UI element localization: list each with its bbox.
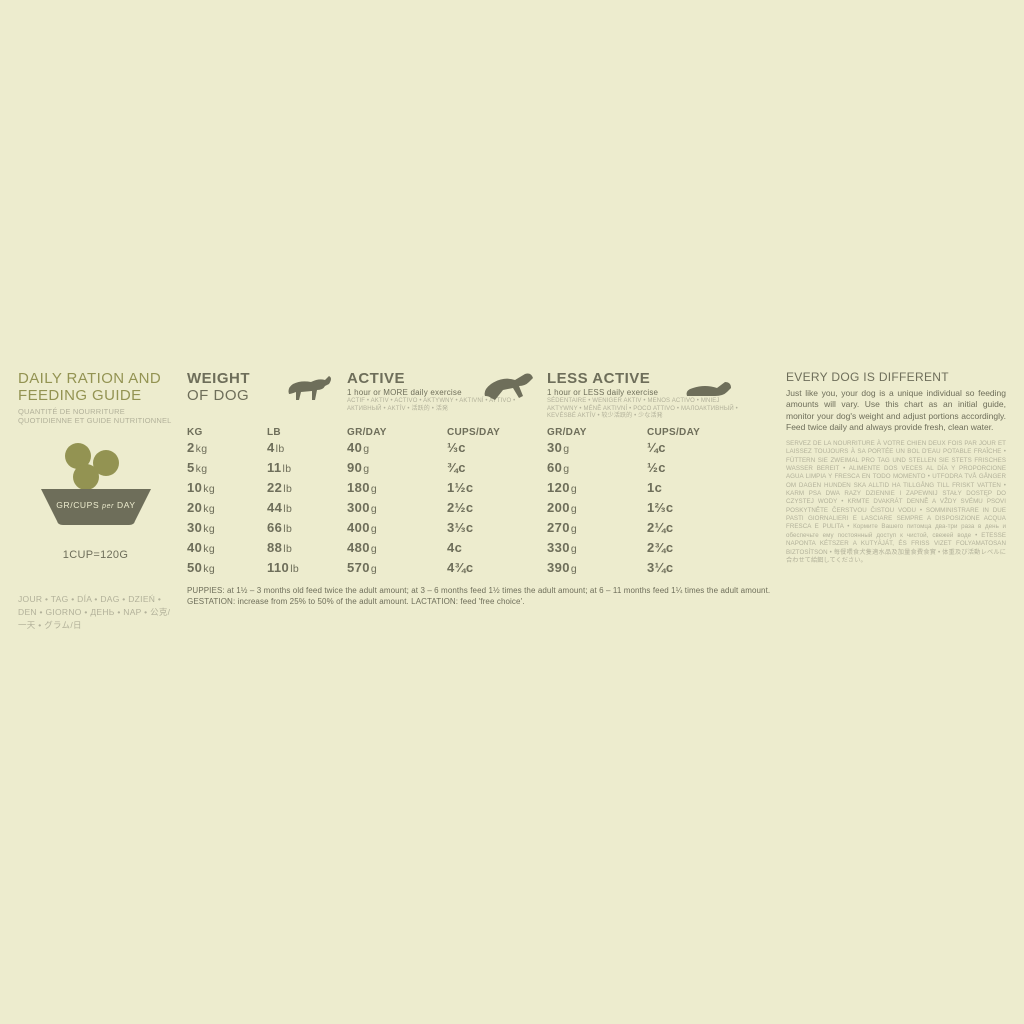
- cell-less-gr: 30g: [547, 438, 647, 458]
- header-weight: WEIGHT OF DOG: [187, 370, 347, 421]
- bowl-graphic: GR/CUPS per DAY: [18, 439, 173, 539]
- cell-kg: 5kg: [187, 458, 267, 478]
- cell-lb: 88lb: [267, 538, 347, 558]
- cell-less-gr: 270g: [547, 518, 647, 538]
- cell-less-cups: 1c: [647, 478, 747, 498]
- cell-lb: 4lb: [267, 438, 347, 458]
- right-body: Just like you, your dog is a unique indi…: [786, 388, 1006, 434]
- cell-less-gr: 330g: [547, 538, 647, 558]
- cell-less-gr: 60g: [547, 458, 647, 478]
- right-languages: SERVEZ DE LA NOURRITURE À VOTRE CHIEN DE…: [786, 440, 1006, 565]
- cell-kg: 40kg: [187, 538, 267, 558]
- table-row: 5kg11lb90g¾c60g½c: [187, 458, 772, 478]
- cell-active-gr: 300g: [347, 498, 447, 518]
- cell-active-cups: 3⅓c: [447, 518, 547, 538]
- cell-active-cups: ⅓c: [447, 438, 547, 458]
- left-languages: JOUR • TAG • DÍA • DAG • DZIEŃ • DEN • G…: [18, 593, 173, 631]
- cell-lb: 110lb: [267, 558, 347, 578]
- table-rows: 2kg4lb40g⅓c30g¼c5kg11lb90g¾c60g½c10kg22l…: [187, 438, 772, 579]
- table-row: 20kg44lb300g2½c200g1⅔c: [187, 498, 772, 518]
- bowl-icon: GR/CUPS per DAY: [31, 439, 161, 534]
- subhead-less-gr: GR/DAY: [547, 427, 647, 438]
- dog-running-icon: [481, 366, 537, 406]
- left-column: DAILY RATION AND FEEDING GUIDE QUANTITÉ …: [18, 370, 173, 632]
- cell-less-gr: 120g: [547, 478, 647, 498]
- cell-lb: 66lb: [267, 518, 347, 538]
- cell-kg: 30kg: [187, 518, 267, 538]
- feeding-guide-panel: DAILY RATION AND FEEDING GUIDE QUANTITÉ …: [18, 370, 1006, 632]
- cell-active-cups: ¾c: [447, 458, 547, 478]
- dog-standing-icon: [281, 366, 337, 406]
- cell-kg: 20kg: [187, 498, 267, 518]
- title-block: DAILY RATION AND FEEDING GUIDE QUANTITÉ …: [18, 370, 173, 425]
- subhead-lb: LB: [267, 427, 347, 438]
- cell-active-cups: 1½c: [447, 478, 547, 498]
- subhead-active-cups: CUPS/DAY: [447, 427, 547, 438]
- feeding-table: WEIGHT OF DOG ACTIVE 1 hour or MORE dail…: [187, 370, 772, 632]
- cell-lb: 11lb: [267, 458, 347, 478]
- cell-less-cups: ¼c: [647, 438, 747, 458]
- cell-active-gr: 90g: [347, 458, 447, 478]
- cell-active-gr: 40g: [347, 438, 447, 458]
- cell-active-gr: 570g: [347, 558, 447, 578]
- guide-subtitle: QUANTITÉ DE NOURRITURE QUOTIDIENNE ET GU…: [18, 407, 173, 426]
- cell-kg: 2kg: [187, 438, 267, 458]
- table-subheads: KG LB GR/DAY CUPS/DAY GR/DAY CUPS/DAY: [187, 427, 772, 438]
- cell-less-cups: 3¼c: [647, 558, 747, 578]
- cell-active-cups: 2½c: [447, 498, 547, 518]
- cell-lb: 22lb: [267, 478, 347, 498]
- cell-kg: 50kg: [187, 558, 267, 578]
- cell-less-cups: 2¾c: [647, 538, 747, 558]
- right-title: EVERY DOG IS DIFFERENT: [786, 370, 1006, 384]
- table-row: 50kg110lb570g4¾c390g3¼c: [187, 558, 772, 578]
- table-row: 30kg66lb400g3⅓c270g2¼c: [187, 518, 772, 538]
- table-row: 2kg4lb40g⅓c30g¼c: [187, 438, 772, 458]
- cell-active-cups: 4¾c: [447, 558, 547, 578]
- right-column: EVERY DOG IS DIFFERENT Just like you, yo…: [786, 370, 1006, 632]
- subhead-kg: KG: [187, 427, 267, 438]
- subhead-less-cups: CUPS/DAY: [647, 427, 747, 438]
- header-less-active: LESS ACTIVE 1 hour or LESS daily exercis…: [547, 370, 747, 421]
- subhead-active-gr: GR/DAY: [347, 427, 447, 438]
- cell-active-gr: 180g: [347, 478, 447, 498]
- cell-less-cups: ½c: [647, 458, 747, 478]
- dog-lying-icon: [681, 366, 737, 406]
- cell-less-cups: 2¼c: [647, 518, 747, 538]
- cell-less-gr: 200g: [547, 498, 647, 518]
- cell-lb: 44lb: [267, 498, 347, 518]
- cell-active-gr: 480g: [347, 538, 447, 558]
- cell-active-cups: 4c: [447, 538, 547, 558]
- header-active: ACTIVE 1 hour or MORE daily exercise ACT…: [347, 370, 547, 421]
- table-row: 10kg22lb180g1½c120g1c: [187, 478, 772, 498]
- cup-equivalence: 1CUP=120G: [18, 549, 173, 561]
- table-row: 40kg88lb480g4c330g2¾c: [187, 538, 772, 558]
- cell-less-gr: 390g: [547, 558, 647, 578]
- footnote: PUPPIES: at 1½ – 3 months old feed twice…: [187, 586, 772, 608]
- svg-text:GR/CUPS per DAY: GR/CUPS per DAY: [56, 500, 135, 510]
- table-header-groups: WEIGHT OF DOG ACTIVE 1 hour or MORE dail…: [187, 370, 772, 421]
- cell-active-gr: 400g: [347, 518, 447, 538]
- cell-kg: 10kg: [187, 478, 267, 498]
- guide-title: DAILY RATION AND FEEDING GUIDE: [18, 370, 173, 405]
- cell-less-cups: 1⅔c: [647, 498, 747, 518]
